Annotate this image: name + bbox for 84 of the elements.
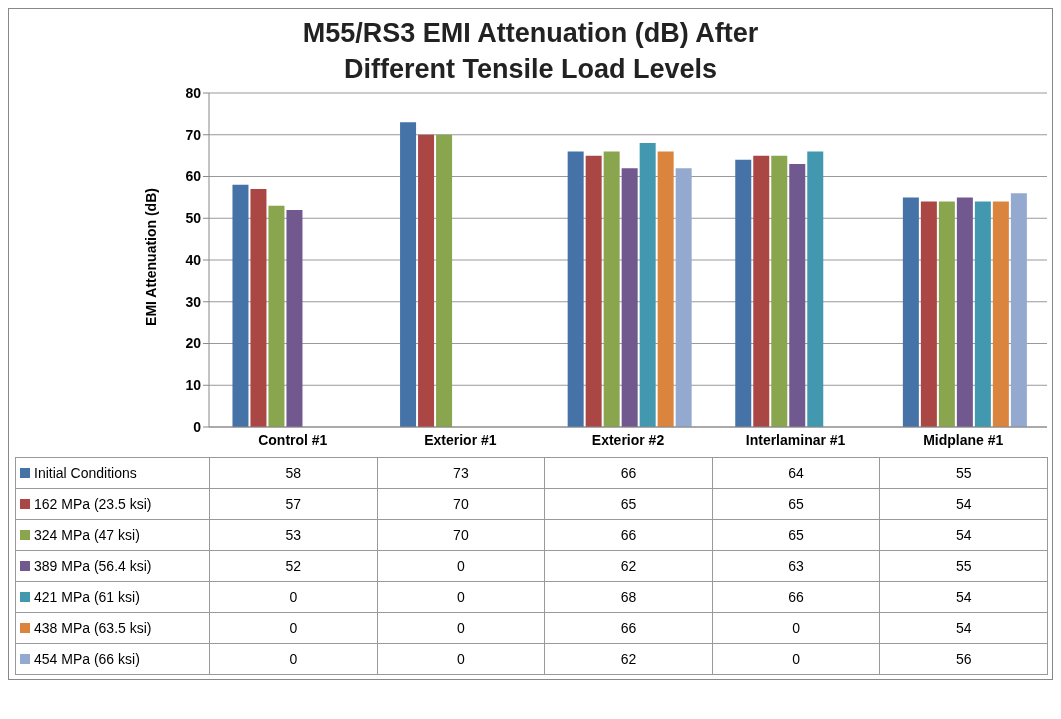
legend-label: 389 MPa (56.4 ksi) <box>15 550 210 582</box>
bar <box>603 151 620 427</box>
data-label: 0 <box>712 643 880 675</box>
data-label: 0 <box>377 612 545 644</box>
y-tick-label: 0 <box>193 418 202 435</box>
bar <box>232 184 249 427</box>
legend-label: 421 MPa (61 ksi) <box>15 581 210 613</box>
legend-label: Initial Conditions <box>15 457 210 489</box>
bar <box>657 151 674 427</box>
bar <box>956 197 973 427</box>
bar <box>286 209 303 427</box>
bar <box>992 201 1009 427</box>
data-label: 65 <box>712 488 880 520</box>
data-label: 66 <box>544 457 713 489</box>
y-tick-label: 50 <box>185 210 202 227</box>
bar <box>400 122 417 427</box>
data-label: 0 <box>712 612 880 644</box>
bar <box>807 151 824 427</box>
bar <box>567 151 584 427</box>
data-label: 54 <box>879 612 1048 644</box>
x-tick-label: Interlaminar #1 <box>745 431 846 448</box>
legend-label: 438 MPa (63.5 ksi) <box>15 612 210 644</box>
bar <box>436 134 453 427</box>
data-label: 58 <box>209 457 378 489</box>
bar <box>621 168 638 427</box>
bar <box>1010 193 1027 427</box>
x-tick-label: Exterior #1 <box>424 431 497 448</box>
bar <box>418 134 435 427</box>
data-label: 66 <box>712 581 880 613</box>
data-label: 68 <box>544 581 713 613</box>
y-tick-label: 30 <box>185 293 202 310</box>
y-tick-label: 20 <box>185 335 202 352</box>
legend-label: 454 MPa (66 ksi) <box>15 643 210 675</box>
data-label: 62 <box>544 643 713 675</box>
data-label: 0 <box>209 581 378 613</box>
bar <box>675 168 692 427</box>
bar <box>753 155 770 427</box>
bar <box>268 205 285 427</box>
data-label: 56 <box>879 643 1048 675</box>
bar <box>902 197 919 427</box>
data-label: 0 <box>377 581 545 613</box>
bar <box>639 143 656 427</box>
bar <box>789 163 806 427</box>
bar <box>585 155 602 427</box>
x-tick-label: Midplane #1 <box>923 431 1004 448</box>
data-label: 0 <box>377 550 545 582</box>
data-label: 55 <box>879 457 1048 489</box>
bar <box>250 189 267 427</box>
data-label: 65 <box>544 488 713 520</box>
x-tick-label: Control #1 <box>258 431 328 448</box>
data-label: 53 <box>209 519 378 551</box>
bar <box>771 155 788 427</box>
data-label: 63 <box>712 550 880 582</box>
data-label: 70 <box>377 488 545 520</box>
data-label: 54 <box>879 581 1048 613</box>
data-label: 0 <box>377 643 545 675</box>
bar <box>974 201 991 427</box>
data-label: 66 <box>544 612 713 644</box>
y-axis-title: EMI Attenuation (dB) <box>143 188 159 326</box>
data-label: 65 <box>712 519 880 551</box>
data-label: 54 <box>879 488 1048 520</box>
data-label: 0 <box>209 612 378 644</box>
data-label: 54 <box>879 519 1048 551</box>
data-label: 55 <box>879 550 1048 582</box>
bar <box>920 201 937 427</box>
data-label: 66 <box>544 519 713 551</box>
data-label: 73 <box>377 457 545 489</box>
bar <box>938 201 955 427</box>
y-tick-label: 60 <box>185 168 202 185</box>
legend-label: 162 MPa (23.5 ksi) <box>15 488 210 520</box>
y-tick-label: 80 <box>185 84 202 101</box>
legend-label: 324 MPa (47 ksi) <box>15 519 210 551</box>
chart-title: M55/RS3 EMI Attenuation (dB) After Different Tensile Load Levels <box>301 17 760 86</box>
y-tick-label: 10 <box>185 377 202 394</box>
data-label: 0 <box>209 643 378 675</box>
data-label: 52 <box>209 550 378 582</box>
data-label: 70 <box>377 519 545 551</box>
bar <box>735 159 752 427</box>
y-tick-label: 40 <box>185 251 202 268</box>
data-label: 62 <box>544 550 713 582</box>
data-label: 64 <box>712 457 880 489</box>
y-tick-label: 70 <box>185 126 202 143</box>
x-tick-label: Exterior #2 <box>591 431 665 448</box>
data-label: 57 <box>209 488 378 520</box>
